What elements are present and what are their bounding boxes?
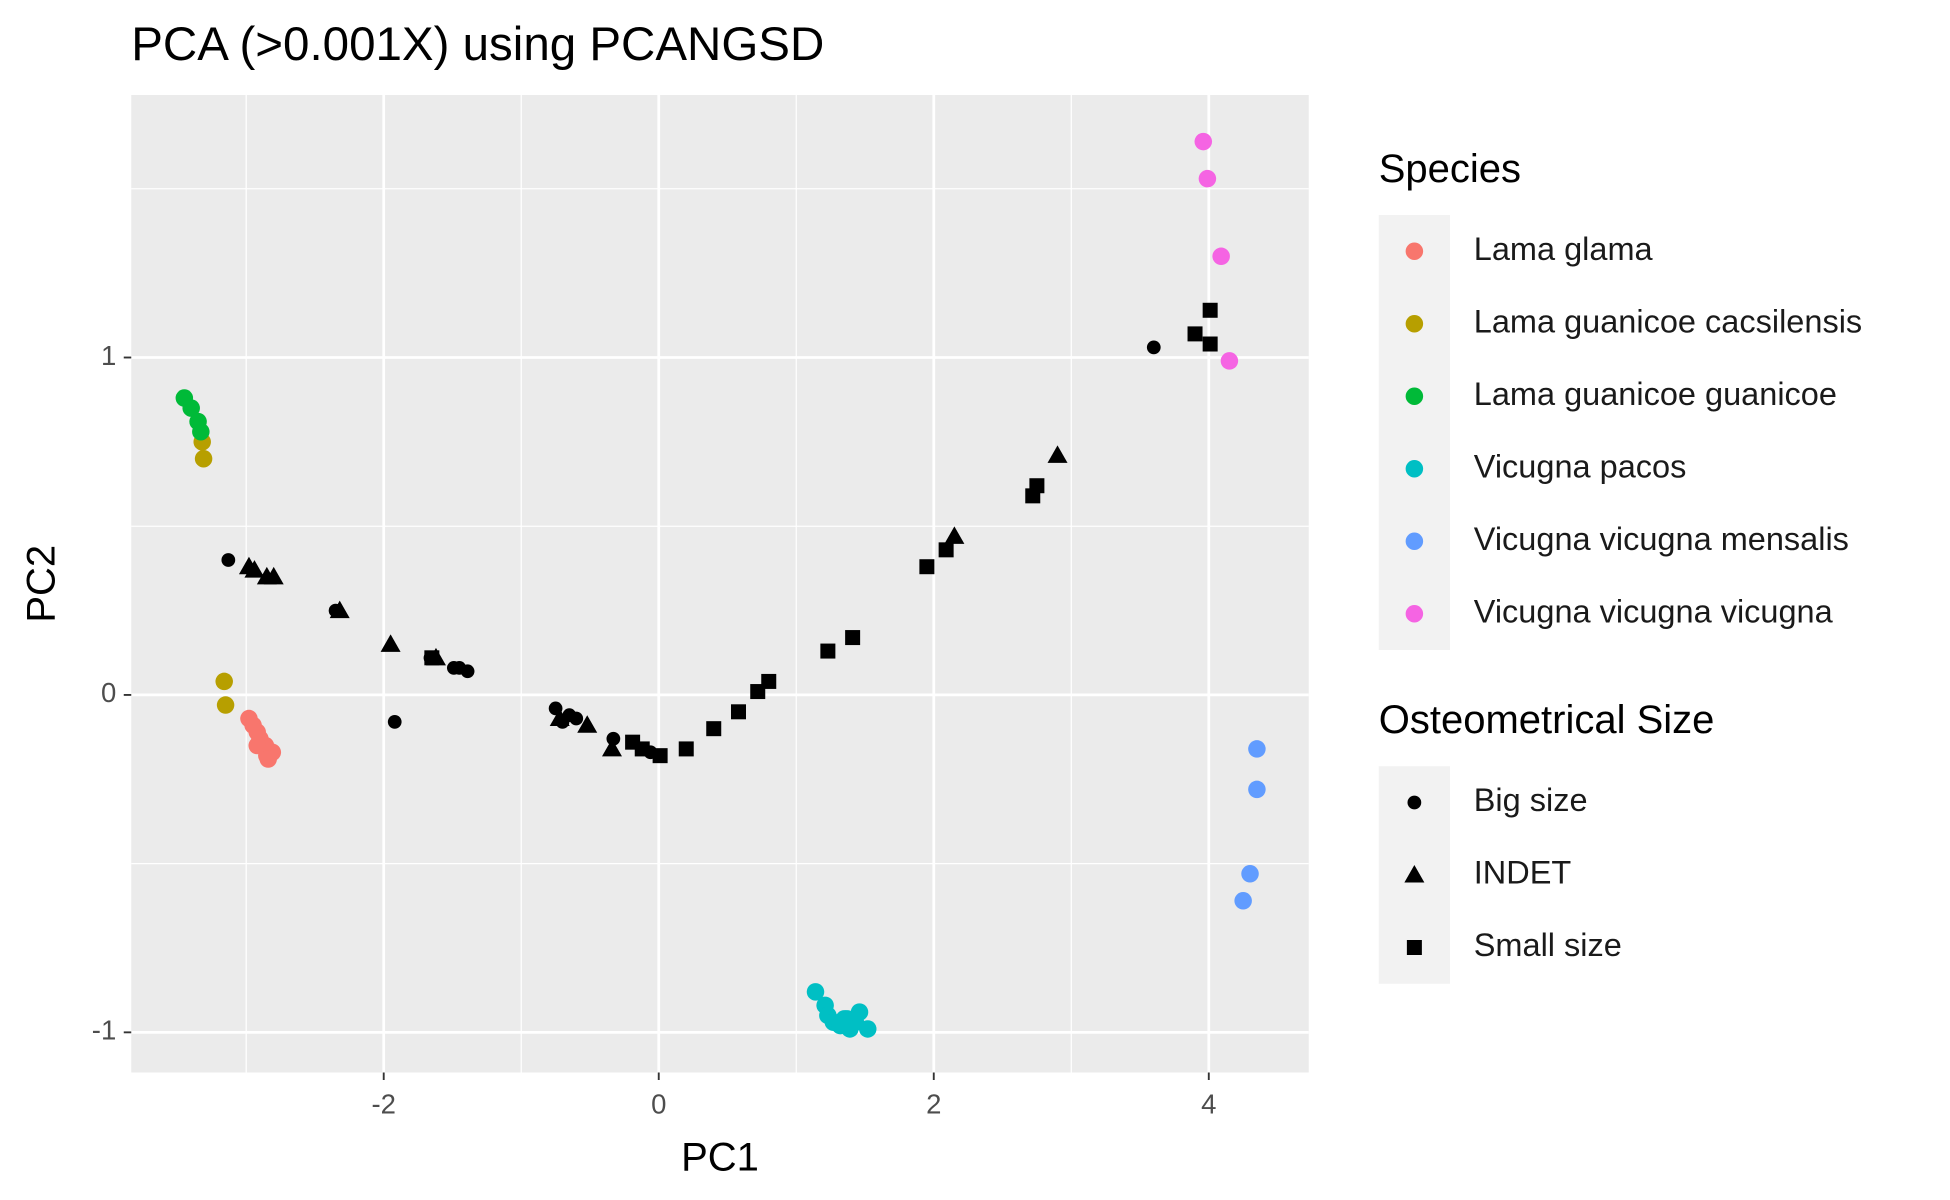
point (806, 983, 825, 1001)
x-tick-label: 0 (651, 1089, 666, 1120)
point (1198, 169, 1217, 188)
axes: -2 0 2 4 -1 0 1 (92, 340, 1217, 1120)
point (263, 566, 284, 585)
point (577, 715, 598, 733)
point (606, 731, 621, 746)
point (1187, 326, 1203, 342)
y-axis-title: PC2 (19, 545, 63, 623)
point (1194, 132, 1213, 151)
point (1234, 892, 1252, 910)
chart-title: PCA (>0.001X) using PCANGSD (131, 18, 824, 71)
point (549, 708, 570, 727)
point (1146, 340, 1161, 355)
point (835, 1010, 854, 1028)
point (569, 711, 584, 726)
point (1047, 445, 1068, 463)
point (845, 630, 861, 646)
point (380, 634, 401, 652)
point (194, 449, 213, 468)
point (221, 553, 236, 567)
point (1404, 865, 1425, 883)
legend-label: Small size (1474, 927, 1622, 963)
point (1202, 336, 1218, 352)
point (652, 748, 668, 764)
legend-title: Osteometrical Size (1379, 698, 1715, 742)
point (192, 422, 210, 441)
legend-label: Vicugna pacos (1474, 448, 1687, 484)
point (820, 643, 836, 659)
legend-key-box (1378, 215, 1450, 650)
x-tick-label: 4 (1201, 1089, 1216, 1120)
point (329, 600, 350, 619)
point (1405, 242, 1424, 260)
point (1405, 387, 1424, 405)
legend-label: Vicugna vicugna vicugna (1474, 593, 1834, 629)
y-tick-label: 1 (101, 340, 116, 371)
legend-label: INDET (1474, 855, 1572, 891)
point (1407, 795, 1422, 810)
point (706, 721, 722, 737)
point (182, 399, 200, 417)
point (859, 1020, 877, 1038)
point (919, 559, 935, 575)
point (1248, 780, 1266, 799)
point (634, 741, 650, 757)
legend-title: Species (1379, 147, 1521, 191)
point (215, 672, 233, 691)
point (259, 750, 277, 768)
point (601, 738, 622, 757)
point (1212, 247, 1230, 266)
point (424, 650, 440, 666)
plot-panel (131, 95, 1309, 1073)
legend-label: Vicugna vicugna mensalis (1474, 521, 1849, 557)
point (1202, 302, 1218, 318)
point (1029, 478, 1045, 494)
point (1405, 315, 1424, 333)
point (244, 560, 265, 578)
points (175, 132, 1266, 1038)
point (1405, 532, 1424, 550)
x-axis-title: PC1 (681, 1136, 759, 1180)
point (944, 526, 965, 544)
legend-label: Lama glama (1474, 231, 1654, 267)
point (460, 664, 475, 679)
point (1248, 740, 1266, 758)
point (1405, 605, 1424, 623)
point (761, 673, 777, 689)
legend-label: Big size (1474, 782, 1588, 818)
point (1405, 460, 1424, 478)
x-tick-label: 2 (926, 1089, 941, 1120)
point (216, 696, 235, 714)
y-tick-label: 0 (101, 677, 116, 708)
point (1220, 352, 1239, 370)
x-tick-label: -2 (371, 1089, 395, 1120)
point (850, 1003, 869, 1021)
y-tick-label: -1 (92, 1015, 116, 1046)
legend-label: Lama guanicoe guanicoe (1474, 376, 1837, 412)
point (678, 741, 694, 757)
point (938, 542, 954, 558)
point (730, 704, 746, 720)
legend-label: Lama guanicoe cacsilensis (1474, 303, 1862, 339)
point (1406, 940, 1422, 955)
point (1241, 865, 1259, 883)
point (387, 715, 402, 729)
legend: Species Lama glama Lama guanicoe cacsilens… (1378, 147, 1862, 984)
grid (131, 95, 1309, 1073)
